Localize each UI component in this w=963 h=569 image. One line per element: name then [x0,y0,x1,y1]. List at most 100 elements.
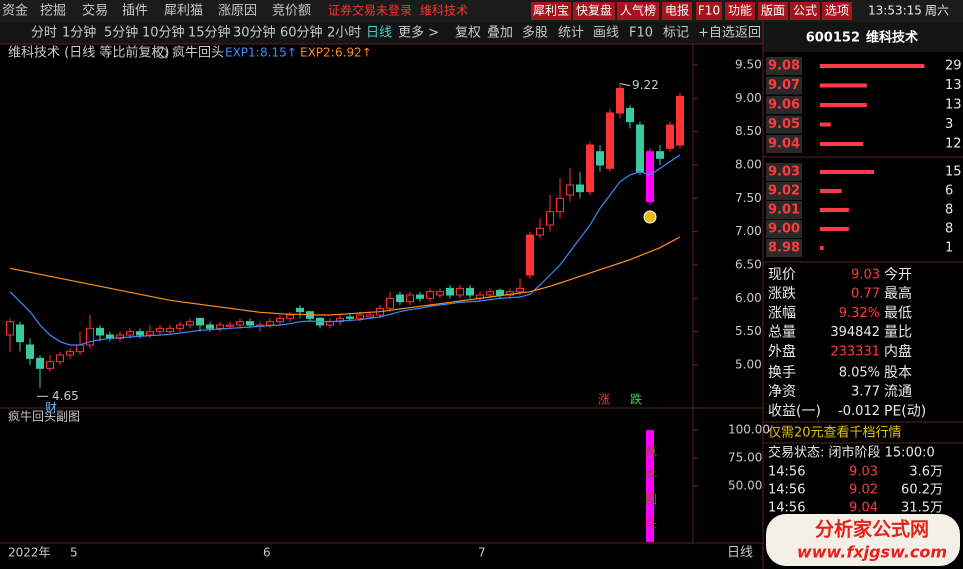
period-tab[interactable]: 2小时 [327,26,361,41]
candle-body [396,294,404,303]
period-tab[interactable]: 日线 [366,26,392,41]
candle-body [656,151,664,159]
tick-price: 9.02 [849,483,878,498]
indicator-name[interactable]: 疯牛回头 [172,45,224,61]
function-button[interactable]: 电报 [665,3,689,18]
candle-body [566,184,574,196]
price-highlight [766,220,802,238]
book-volume: 8 [945,203,953,218]
book-volume: 13 [945,98,962,113]
signal-bar [646,430,654,542]
quote-label: 最高 [884,285,912,302]
toolbar-action[interactable]: F10 [629,26,653,41]
menu-item[interactable]: 资金 [2,3,28,19]
low-marker: 财 [45,401,57,415]
menu-item[interactable]: 挖掘 [40,4,66,19]
signal-char: 牛 [645,468,657,483]
candle-body [586,144,594,193]
function-button[interactable]: 功能 [728,4,752,18]
book-volume: 1 [945,241,953,256]
tick-volume: 60.2万 [901,483,943,498]
period-tab[interactable]: 5分钟 [104,25,138,41]
quote-value: 233331 [830,344,880,359]
price-highlight [766,163,802,181]
toolbar-action[interactable]: 统计 [558,26,584,41]
y-tick-label: 5.00 [735,358,762,372]
function-button-bg[interactable] [790,2,820,20]
candle-body [266,321,274,326]
candle-body [226,324,234,327]
candle-body [406,294,414,303]
candle-body [76,344,84,353]
function-button-bg[interactable] [725,2,755,20]
tick-price: 9.03 [849,465,878,480]
menu-bar [0,0,963,22]
legend-value: 6.92↑ [335,46,372,60]
candle-body [356,314,364,319]
menu-item[interactable]: 插件 [122,4,148,19]
function-button[interactable]: 版面 [761,4,785,18]
menu-item[interactable]: 竞价额 [272,3,311,19]
toolbar-action[interactable]: 复权 [455,25,481,41]
toolbar-action[interactable]: 标记 [663,26,689,41]
function-button-bg[interactable] [573,2,615,20]
function-button-bg[interactable] [531,2,571,20]
quote-label: 外盘 [768,343,796,360]
function-button[interactable]: 选项 [825,4,849,18]
chart-title: 维科技术 (日线 等比前复权) [8,45,169,61]
promo[interactable]: 仅需20元查看千档行情 [768,425,902,441]
function-button-bg[interactable] [696,2,722,20]
quote-label: 换手 [768,364,796,381]
book-price: 9.00 [768,222,800,237]
candle-body [26,344,34,359]
x-label: 6 [263,546,271,560]
toolbar-action[interactable]: +自选 [698,26,735,41]
quote-label: 今开 [884,267,912,283]
candle-body [466,287,474,296]
signal-marker: 涨 [598,392,610,407]
price-highlight [766,115,802,134]
y-tick-label: 7.50 [735,191,762,205]
function-button-bg[interactable] [758,2,788,20]
period-tab[interactable]: 分时 [31,26,57,41]
signal-coin [643,210,657,224]
menu-item[interactable]: 涨原因 [218,4,257,19]
book-price: 8.98 [768,241,800,256]
clock: 13:53:15 [868,4,922,18]
period-tab[interactable]: 60分钟 [280,25,323,41]
function-button[interactable]: 犀利宝 [533,4,569,18]
toolbar-action[interactable]: 返回 [735,26,761,41]
period-tab[interactable]: 1分钟 [62,25,96,41]
period-tab[interactable]: 10分钟 [142,25,185,41]
period-tab[interactable]: 更多 > [398,25,439,41]
indicator-icon [156,47,168,59]
function-button[interactable]: 快复盘 [576,3,612,18]
period-tab[interactable]: 15分钟 [188,25,231,41]
price-highlight [766,57,802,75]
function-button-bg[interactable] [617,2,659,20]
candle-body [486,291,494,296]
function-button[interactable]: F10 [698,4,720,18]
function-button[interactable]: 人气榜 [620,3,656,18]
menu-item[interactable]: 犀利猫 [164,4,203,19]
candle-body [126,331,134,336]
quote-label: 收益(一) [768,403,821,419]
logo-url: www.fxjgsw.com [797,543,947,562]
candle-body [296,307,304,313]
quote-label: 净资 [768,384,796,400]
toolbar-action[interactable]: 画线 [593,26,619,41]
y-tick-label: 9.50 [735,58,762,72]
toolbar-action[interactable]: 叠加 [487,26,513,41]
notice: 维科技术 [420,4,468,18]
menu-item[interactable]: 交易 [82,3,108,19]
toolbar-action[interactable]: 多股 [522,25,548,41]
candle-body [556,197,564,213]
function-button-bg[interactable] [662,2,692,20]
book-volume-bar [820,246,824,250]
function-button-bg[interactable] [822,2,852,20]
period-tab[interactable]: 30分钟 [233,25,276,41]
legend-value: 8.15↑ [260,46,297,60]
logo-bg [766,514,960,566]
function-button[interactable]: 公式 [793,4,817,18]
